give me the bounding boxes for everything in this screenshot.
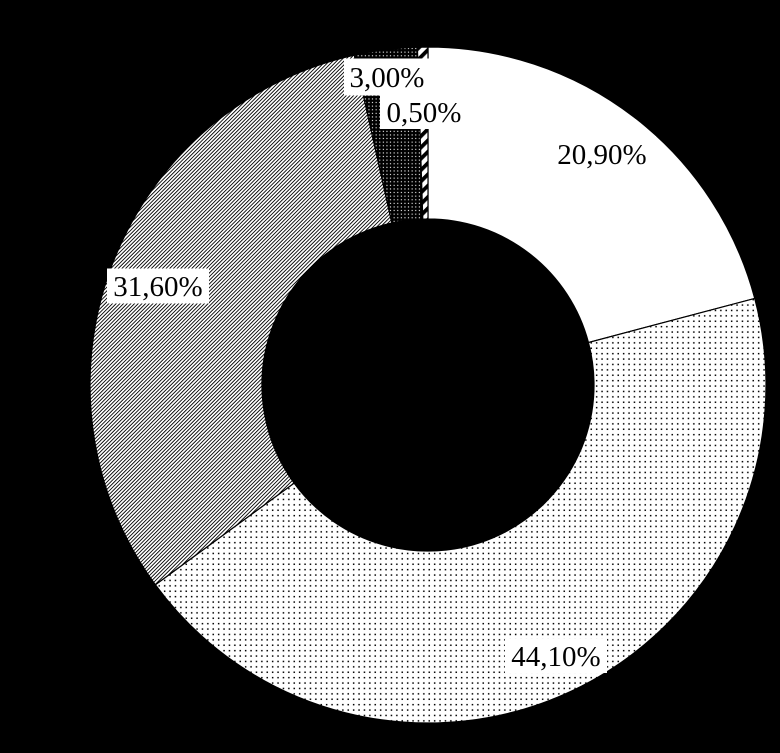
slice-20-90-label-box (548, 136, 656, 172)
slice-3-00-label-box (344, 58, 430, 96)
slice-3-00-label: 3,00% (350, 62, 425, 94)
slice-20-90 (427, 46, 756, 344)
slice-44-10-label-box (505, 639, 607, 673)
slice-44-10-label: 44,10% (511, 641, 600, 673)
slice-31-60-label: 31,60% (113, 271, 202, 303)
slice-44-10 (154, 297, 767, 724)
slices-layer (89, 46, 767, 724)
slice-0-50-label: 0,50% (387, 97, 462, 129)
slice-0-50-label-box (380, 95, 468, 129)
slice-20-90-label: 20,90% (557, 139, 646, 171)
slice-31-60 (89, 54, 393, 586)
labels-layer: 20,90% 44,10% 31,60% 3,00%0,50% (107, 58, 656, 673)
slice-31-60-label-box (107, 268, 209, 304)
